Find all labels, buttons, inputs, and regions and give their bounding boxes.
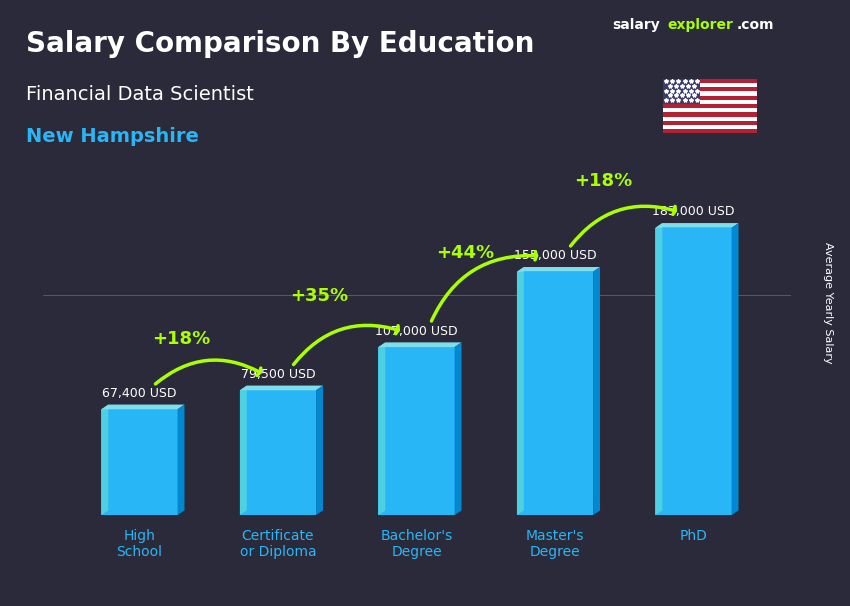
Polygon shape bbox=[517, 267, 600, 271]
Bar bbox=[655, 228, 732, 515]
Bar bbox=[663, 125, 756, 129]
Bar bbox=[378, 347, 455, 515]
Text: salary: salary bbox=[612, 18, 660, 32]
Bar bbox=[101, 409, 178, 515]
Bar bbox=[663, 104, 756, 108]
Bar bbox=[663, 79, 756, 83]
Bar bbox=[663, 129, 756, 133]
Bar bbox=[663, 87, 756, 92]
Polygon shape bbox=[178, 405, 184, 515]
Text: 79,500 USD: 79,500 USD bbox=[241, 368, 315, 381]
Bar bbox=[663, 100, 756, 104]
Polygon shape bbox=[655, 223, 739, 228]
Polygon shape bbox=[101, 405, 108, 515]
Text: 107,000 USD: 107,000 USD bbox=[375, 325, 458, 338]
Polygon shape bbox=[655, 223, 662, 515]
Polygon shape bbox=[517, 267, 524, 515]
Polygon shape bbox=[240, 385, 323, 390]
Text: +18%: +18% bbox=[575, 171, 632, 190]
Polygon shape bbox=[316, 385, 323, 515]
Text: New Hampshire: New Hampshire bbox=[26, 127, 198, 146]
Text: 183,000 USD: 183,000 USD bbox=[652, 205, 734, 218]
Bar bbox=[240, 390, 316, 515]
Polygon shape bbox=[378, 342, 462, 347]
Polygon shape bbox=[240, 385, 246, 515]
Bar bbox=[663, 121, 756, 125]
Text: Average Yearly Salary: Average Yearly Salary bbox=[823, 242, 833, 364]
Text: .com: .com bbox=[737, 18, 774, 32]
Text: Salary Comparison By Education: Salary Comparison By Education bbox=[26, 30, 534, 58]
Text: +35%: +35% bbox=[291, 287, 348, 305]
Bar bbox=[663, 108, 756, 112]
Polygon shape bbox=[732, 223, 739, 515]
Bar bbox=[663, 112, 756, 116]
Text: 67,400 USD: 67,400 USD bbox=[102, 387, 177, 400]
Polygon shape bbox=[593, 267, 600, 515]
Bar bbox=[663, 83, 756, 87]
Bar bbox=[663, 92, 756, 96]
Text: +44%: +44% bbox=[436, 244, 494, 262]
Bar bbox=[663, 96, 756, 100]
Polygon shape bbox=[455, 342, 462, 515]
Text: explorer: explorer bbox=[667, 18, 733, 32]
Bar bbox=[663, 116, 756, 121]
Text: Financial Data Scientist: Financial Data Scientist bbox=[26, 85, 253, 104]
Polygon shape bbox=[101, 405, 184, 409]
Bar bbox=[663, 79, 700, 104]
Text: +18%: +18% bbox=[152, 330, 210, 348]
Polygon shape bbox=[378, 342, 385, 515]
Bar bbox=[517, 271, 593, 515]
Text: 155,000 USD: 155,000 USD bbox=[513, 249, 597, 262]
